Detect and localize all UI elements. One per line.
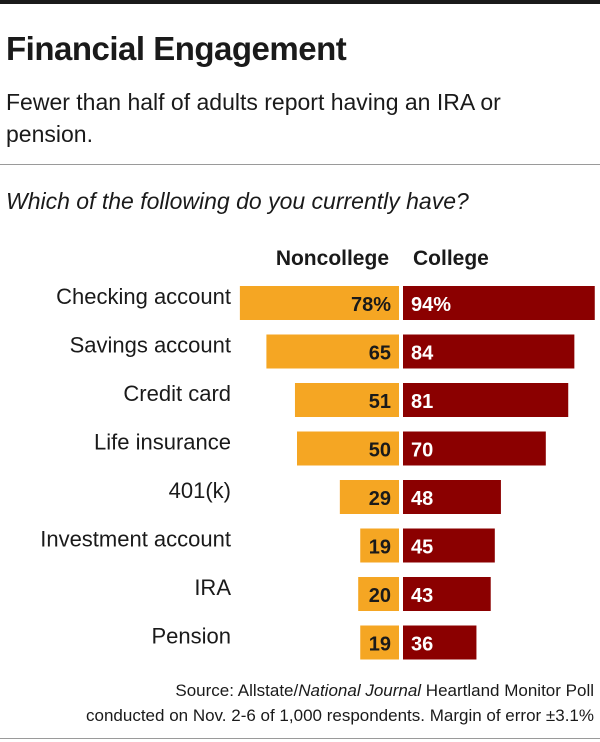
column-header-noncollege: Noncollege bbox=[276, 247, 389, 270]
source-prefix: Source: Allstate/ bbox=[175, 681, 299, 700]
value-label-noncollege: 78% bbox=[351, 294, 391, 316]
survey-question: Which of the following do you currently … bbox=[6, 188, 469, 214]
category-label: IRA bbox=[194, 575, 231, 600]
category-label: Life insurance bbox=[94, 430, 231, 455]
category-label: Checking account bbox=[56, 284, 231, 309]
bar-college bbox=[403, 528, 495, 563]
value-label-college: 45 bbox=[411, 537, 433, 559]
category-label: Pension bbox=[151, 624, 231, 649]
bar-noncollege bbox=[360, 625, 399, 660]
value-label-noncollege: 51 bbox=[369, 391, 391, 413]
bar-noncollege bbox=[358, 577, 399, 611]
bar-noncollege bbox=[360, 528, 399, 563]
source-publication: National Journal bbox=[298, 681, 422, 700]
value-label-college: 70 bbox=[411, 440, 433, 462]
bar-college bbox=[403, 625, 477, 660]
source-line2: conducted on Nov. 2-6 of 1,000 responden… bbox=[86, 706, 594, 725]
value-label-college: 48 bbox=[411, 488, 433, 510]
value-label-noncollege: 19 bbox=[369, 634, 391, 656]
bar-noncollege bbox=[266, 334, 399, 369]
category-label: 401(k) bbox=[169, 478, 231, 503]
divider-top bbox=[0, 164, 600, 165]
bar-noncollege bbox=[239, 286, 399, 320]
chart-title: Financial Engagement bbox=[6, 30, 347, 67]
value-label-noncollege: 29 bbox=[369, 488, 391, 510]
value-label-noncollege: 65 bbox=[369, 343, 391, 365]
bar-college bbox=[403, 383, 569, 417]
bar-college bbox=[403, 431, 546, 466]
top-rule bbox=[0, 0, 600, 4]
bar-college bbox=[403, 334, 575, 369]
value-label-college: 84 bbox=[411, 343, 434, 365]
value-label-noncollege: 20 bbox=[369, 585, 391, 607]
category-label: Savings account bbox=[70, 333, 231, 358]
value-label-college: 36 bbox=[411, 634, 433, 656]
value-label-noncollege: 19 bbox=[369, 537, 391, 559]
chart-subtitle: Fewer than half of adults report having … bbox=[6, 89, 501, 147]
value-label-college: 94% bbox=[411, 294, 451, 316]
category-label: Investment account bbox=[40, 527, 231, 552]
source-suffix: Heartland Monitor Poll bbox=[421, 681, 594, 700]
divider-bottom bbox=[0, 738, 600, 739]
value-label-college: 81 bbox=[411, 391, 433, 413]
bar-noncollege bbox=[294, 383, 399, 417]
value-label-noncollege: 50 bbox=[369, 440, 391, 462]
value-label-college: 43 bbox=[411, 585, 433, 607]
bar-noncollege bbox=[297, 431, 399, 466]
bar-college bbox=[403, 286, 595, 320]
bar-noncollege bbox=[339, 480, 399, 514]
source-note: Source: Allstate/National Journal Heartl… bbox=[4, 678, 594, 728]
bar-college bbox=[403, 480, 501, 514]
bar-college bbox=[403, 577, 491, 611]
category-label: Credit card bbox=[123, 381, 231, 406]
column-header-college: College bbox=[413, 247, 489, 270]
